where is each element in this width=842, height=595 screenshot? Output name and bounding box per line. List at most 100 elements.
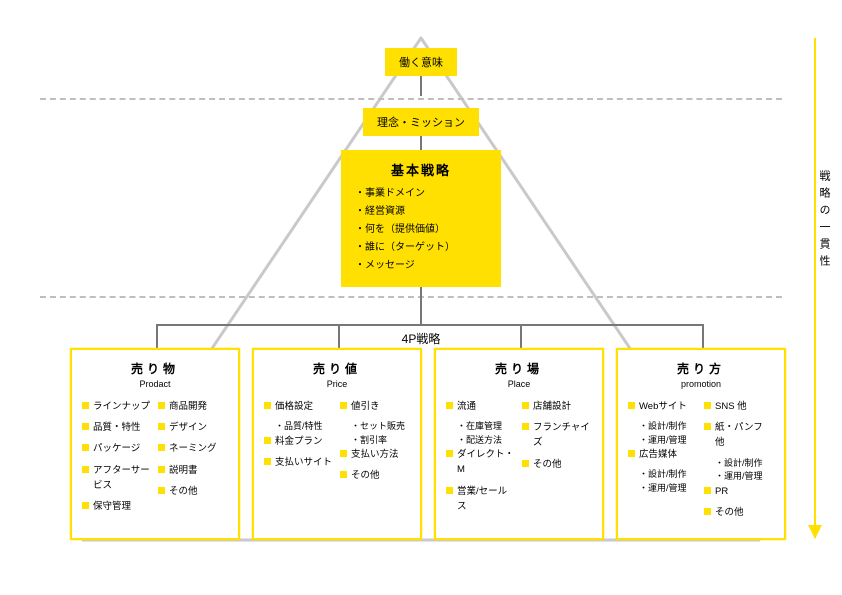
- strategy-item: 何を（提供価値）: [355, 221, 487, 239]
- panel-column: 流通在庫管理配送方法ダイレクト・M営業/セールス: [446, 399, 516, 520]
- list-item: 支払い方法: [340, 447, 410, 462]
- list-subitem: 設計/制作: [639, 468, 698, 482]
- connector-v3: [420, 282, 422, 324]
- panel-column: 商品開発デザインネーミング説明書その他: [158, 399, 228, 520]
- bullet-icon: [158, 487, 165, 494]
- list-item: 説明書: [158, 463, 228, 478]
- list-item: 価格設定: [264, 399, 334, 414]
- list-item-label: ダイレクト・M: [457, 447, 516, 477]
- list-item: 保守管理: [82, 499, 152, 514]
- list-item: 流通: [446, 399, 516, 414]
- list-subitem: 割引率: [351, 434, 410, 448]
- list-item: 紙・パンフ 他: [704, 420, 774, 450]
- dashed-line-1: [40, 98, 782, 100]
- list-item: 店舗設計: [522, 399, 592, 414]
- list-item-label: ネーミング: [169, 441, 217, 456]
- bullet-icon: [446, 450, 453, 457]
- connector-drop-3: [520, 324, 522, 348]
- list-subitem: 品質/特性: [275, 420, 334, 434]
- list-item: パッケージ: [82, 441, 152, 456]
- panels-row: 売り物Prodactラインナップ品質・特性パッケージアフターサービス保守管理商品…: [70, 348, 786, 540]
- connector-drop-1: [156, 324, 158, 348]
- panel-column: ラインナップ品質・特性パッケージアフターサービス保守管理: [82, 399, 152, 520]
- connector-drop-4: [702, 324, 704, 348]
- list-item-label: 支払いサイト: [275, 455, 332, 470]
- fourp-label: 4P戦略: [396, 330, 447, 347]
- panel-column: 値引きセット販売割引率支払い方法その他: [340, 399, 410, 490]
- consistency-arrow-label: 戦略の一貫性: [816, 170, 832, 272]
- panel-place: 売り場Place流通在庫管理配送方法ダイレクト・M営業/セールス店舗設計フランチ…: [434, 348, 604, 540]
- panel-subtitle: promotion: [628, 379, 774, 389]
- list-item: 営業/セールス: [446, 484, 516, 514]
- list-item-label: アフターサービス: [93, 463, 152, 493]
- strategy-title: 基本戦略: [355, 160, 487, 179]
- bullet-icon: [704, 487, 711, 494]
- list-item-label: 品質・特性: [93, 420, 141, 435]
- list-subitem: 運用/管理: [715, 470, 774, 484]
- list-item: Webサイト: [628, 399, 698, 414]
- list-item-label: 広告媒体: [639, 447, 677, 462]
- bullet-icon: [158, 466, 165, 473]
- diagram-canvas: 働く意味 理念・ミッション 基本戦略 事業ドメイン 経営資源 何を（提供価値） …: [0, 0, 842, 595]
- bullet-icon: [446, 487, 453, 494]
- bullet-icon: [704, 402, 711, 409]
- box-strategy: 基本戦略 事業ドメイン 経営資源 何を（提供価値） 誰に（ターゲット） メッセー…: [341, 150, 501, 287]
- list-item-label: フランチャイズ: [533, 420, 592, 450]
- bullet-icon: [158, 444, 165, 451]
- list-item: ダイレクト・M: [446, 447, 516, 477]
- panel-title: 売り方: [628, 360, 774, 377]
- list-item-label: 価格設定: [275, 399, 313, 414]
- box-mission: 理念・ミッション: [363, 108, 479, 136]
- panel-promotion: 売り方promotionWebサイト設計/制作運用/管理広告媒体設計/制作運用/…: [616, 348, 786, 540]
- list-subitem: セット販売: [351, 420, 410, 434]
- strategy-item: メッセージ: [355, 257, 487, 275]
- bullet-icon: [340, 402, 347, 409]
- list-item-label: その他: [351, 468, 380, 483]
- list-item-label: 店舗設計: [533, 399, 571, 414]
- list-item-label: 料金プラン: [275, 434, 323, 449]
- panel-title: 売り物: [82, 360, 228, 377]
- list-item-label: デザイン: [169, 420, 207, 435]
- bullet-icon: [340, 471, 347, 478]
- panel-column: 価格設定品質/特性料金プラン支払いサイト: [264, 399, 334, 490]
- bullet-icon: [264, 437, 271, 444]
- bullet-icon: [82, 444, 89, 451]
- list-item-label: その他: [715, 505, 744, 520]
- list-item-label: その他: [533, 457, 562, 472]
- list-item: その他: [340, 468, 410, 483]
- list-subitem: 設計/制作: [715, 457, 774, 471]
- list-item: その他: [158, 484, 228, 499]
- list-item-label: Webサイト: [639, 399, 687, 414]
- bullet-icon: [264, 458, 271, 465]
- list-item-label: 流通: [457, 399, 476, 414]
- bullet-icon: [82, 502, 89, 509]
- panel-columns: ラインナップ品質・特性パッケージアフターサービス保守管理商品開発デザインネーミン…: [82, 399, 228, 520]
- list-item: 品質・特性: [82, 420, 152, 435]
- strategy-list: 事業ドメイン 経営資源 何を（提供価値） 誰に（ターゲット） メッセージ: [355, 185, 487, 275]
- list-subitem: 配送方法: [457, 434, 516, 448]
- list-item-label: 営業/セールス: [457, 484, 516, 514]
- list-item: PR: [704, 484, 774, 499]
- list-item: 値引き: [340, 399, 410, 414]
- strategy-item: 事業ドメイン: [355, 185, 487, 203]
- panel-column: 店舗設計フランチャイズその他: [522, 399, 592, 520]
- panel-columns: 価格設定品質/特性料金プラン支払いサイト値引きセット販売割引率支払い方法その他: [264, 399, 410, 490]
- strategy-item: 誰に（ターゲット）: [355, 239, 487, 257]
- list-item: ネーミング: [158, 441, 228, 456]
- list-subitem: 運用/管理: [639, 482, 698, 496]
- bullet-icon: [82, 402, 89, 409]
- list-item-label: 値引き: [351, 399, 380, 414]
- consistency-arrow: [814, 38, 816, 538]
- panel-subtitle: Price: [264, 379, 410, 389]
- bullet-icon: [264, 402, 271, 409]
- panel-column: Webサイト設計/制作運用/管理広告媒体設計/制作運用/管理: [628, 399, 698, 526]
- list-item: フランチャイズ: [522, 420, 592, 450]
- panel-title: 売り値: [264, 360, 410, 377]
- bullet-icon: [522, 402, 529, 409]
- panel-columns: 流通在庫管理配送方法ダイレクト・M営業/セールス店舗設計フランチャイズその他: [446, 399, 592, 520]
- bullet-icon: [628, 402, 635, 409]
- connector-hbus: [156, 324, 702, 326]
- panel-subtitle: Prodact: [82, 379, 228, 389]
- list-item: アフターサービス: [82, 463, 152, 493]
- list-item: その他: [704, 505, 774, 520]
